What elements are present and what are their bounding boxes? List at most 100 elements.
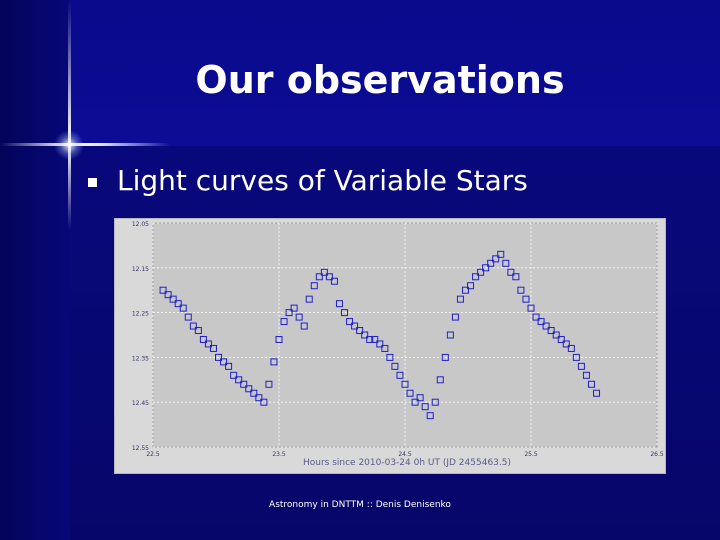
data-point-marker: [245, 385, 253, 393]
data-point-marker: [477, 268, 485, 276]
data-point-marker: [577, 362, 585, 370]
data-point-marker: [240, 380, 248, 388]
data-point-marker: [305, 295, 313, 303]
x-tick-label: 22.5: [146, 451, 160, 458]
data-point-marker: [406, 389, 414, 397]
bullet-item: Light curves of Variable Stars: [88, 164, 528, 197]
data-point-marker: [295, 313, 303, 321]
data-point-marker: [174, 300, 182, 308]
x-tick-label: 26.5: [650, 451, 664, 458]
data-point-marker: [220, 358, 228, 366]
data-point-marker: [502, 259, 510, 267]
data-point-marker: [204, 340, 212, 348]
data-point-marker: [426, 412, 434, 420]
data-point-marker: [547, 327, 555, 335]
x-tick-labels: 22.5 23.5 24.5 25.5 26.5: [146, 451, 664, 458]
data-point-marker: [189, 322, 197, 330]
light-curve-chart: 12.05 12.15 12.25 12.35 12.45 12.55 22.5 23.5 2…: [114, 218, 666, 474]
data-point-marker: [461, 286, 469, 294]
data-point-marker: [366, 335, 374, 343]
data-point-marker: [351, 322, 359, 330]
data-point-marker: [552, 331, 560, 339]
data-point-marker: [225, 362, 233, 370]
data-point-marker: [391, 362, 399, 370]
data-point-marker: [487, 259, 495, 267]
footer-credit: Astronomy in DNTTM :: Denis Denisenko: [269, 500, 451, 510]
x-axis-label: Hours since 2010-03-24 0h UT (JD 2455463…: [303, 458, 511, 468]
data-point-marker: [255, 394, 263, 402]
data-point-marker: [386, 353, 394, 361]
data-point-marker: [497, 250, 505, 258]
data-point-marker: [235, 376, 243, 384]
data-point-marker: [436, 376, 444, 384]
data-point-marker: [320, 268, 328, 276]
data-point-marker: [542, 322, 550, 330]
data-point-marker: [179, 304, 187, 312]
x-tick-label: 25.5: [524, 451, 538, 458]
y-tick-label: 12.15: [132, 266, 149, 273]
data-point-marker: [522, 295, 530, 303]
data-points: [159, 250, 601, 420]
data-point-marker: [482, 264, 490, 272]
data-point-marker: [194, 327, 202, 335]
x-tick-label: 24.5: [398, 451, 412, 458]
data-point-marker: [562, 340, 570, 348]
data-point-marker: [537, 318, 545, 326]
data-point-marker: [335, 300, 343, 308]
y-tick-label: 12.05: [132, 221, 149, 228]
data-point-marker: [265, 380, 273, 388]
data-point-marker: [250, 389, 258, 397]
data-point-marker: [371, 335, 379, 343]
data-point-marker: [164, 291, 172, 299]
data-point-marker: [199, 335, 207, 343]
data-point-marker: [215, 353, 223, 361]
data-point-marker: [290, 304, 298, 312]
data-point-marker: [582, 371, 590, 379]
star-flare-horizontal: [0, 143, 170, 146]
data-point-marker: [587, 380, 595, 388]
data-point-marker: [356, 327, 364, 335]
data-point-marker: [270, 358, 278, 366]
data-point-marker: [346, 318, 354, 326]
data-point-marker: [467, 282, 475, 290]
data-point-marker: [512, 273, 520, 281]
y-tick-label: 12.45: [132, 400, 149, 407]
x-tick-label: 23.5: [272, 451, 286, 458]
data-point-marker: [411, 398, 419, 406]
data-point-marker: [396, 371, 404, 379]
data-point-marker: [325, 273, 333, 281]
data-point-marker: [280, 318, 288, 326]
data-point-marker: [441, 353, 449, 361]
data-point-marker: [446, 331, 454, 339]
data-point-marker: [209, 344, 217, 352]
data-point-marker: [421, 403, 429, 411]
data-point-marker: [341, 309, 349, 317]
y-tick-label: 12.35: [132, 355, 149, 362]
data-point-marker: [456, 295, 464, 303]
data-point-marker: [310, 282, 318, 290]
data-point-marker: [492, 255, 500, 263]
square-bullet-icon: [88, 178, 97, 187]
data-point-marker: [381, 344, 389, 352]
data-point-marker: [567, 344, 575, 352]
data-point-marker: [416, 394, 424, 402]
data-point-marker: [472, 273, 480, 281]
data-point-marker: [557, 335, 565, 343]
data-point-marker: [431, 398, 439, 406]
data-point-marker: [275, 335, 283, 343]
title-band: [70, 0, 720, 146]
data-point-marker: [507, 268, 515, 276]
data-point-marker: [315, 273, 323, 281]
data-point-marker: [169, 295, 177, 303]
data-point-marker: [451, 313, 459, 321]
star-flare-vertical: [68, 0, 71, 230]
y-tick-labels: 12.05 12.15 12.25 12.35 12.45 12.55: [132, 221, 149, 452]
y-tick-label: 12.25: [132, 311, 149, 318]
data-point-marker: [184, 313, 192, 321]
data-point-marker: [285, 309, 293, 317]
data-point-marker: [532, 313, 540, 321]
data-point-marker: [517, 286, 525, 294]
data-point-marker: [572, 353, 580, 361]
data-point-marker: [230, 371, 238, 379]
data-point-marker: [376, 340, 384, 348]
